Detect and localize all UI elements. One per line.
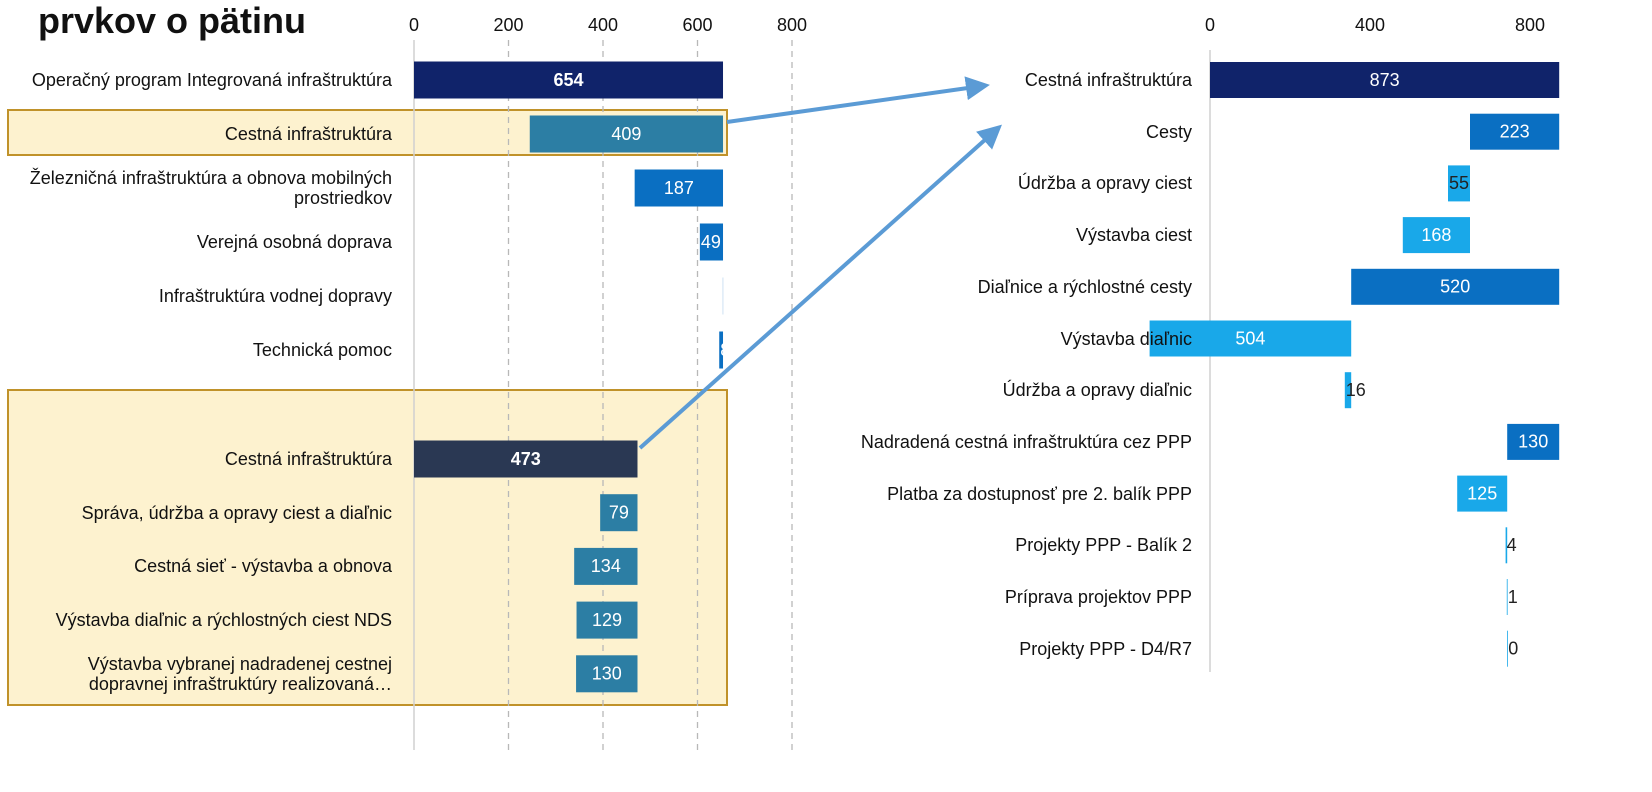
value-label: 0 [1508,638,1518,658]
bar [722,277,724,315]
category-label: Technická pomoc [252,340,392,360]
bar [600,494,638,532]
category-label: Projekty PPP - Balík 2 [1015,535,1192,556]
arrow [638,124,1002,450]
bar [576,655,638,693]
category-label: Výstavba ciest [1075,225,1192,246]
bar [1457,475,1508,512]
value-label: 49 [701,232,721,252]
x-tick-label: 400 [588,15,618,35]
bar [1344,372,1352,409]
value-label: 130 [592,664,622,684]
bar [414,61,724,99]
category-label: Platba za dostupnosť pre 2. balík PPP [887,483,1192,504]
bar [1470,113,1560,150]
category-label: Verejná osobná doprava [196,232,392,252]
value-label: 8 [720,340,730,360]
x-tick-label: 0 [1205,15,1215,35]
category-label: Cestná sieť - výstavba a obnova [134,556,392,577]
bar [1402,217,1470,254]
x-tick-label: 800 [777,15,807,35]
value-label: 1 [724,286,734,306]
category-label: Výstavba diaľnic [1060,328,1192,349]
category-label: Cestná infraštruktúra [1024,70,1192,90]
bar [1505,527,1508,564]
value-label: 654 [553,70,583,90]
value-label: 129 [592,610,622,630]
bar [634,169,724,207]
bar [414,440,638,478]
bar [719,331,724,369]
bar [1507,423,1560,460]
value-label: 223 [1500,121,1530,141]
bar [574,547,638,585]
value-label: 125 [1467,483,1497,503]
category-label: Železničná infraštruktúra a obnova mobil… [29,168,392,208]
value-label: 55 [1449,173,1469,193]
bar [1448,165,1470,202]
category-label: Údržba a opravy ciest [1017,173,1192,194]
category-label: Výstavba vybranej nadradenej cestnej dop… [87,653,392,694]
value-label: 873 [1370,70,1400,90]
category-label: Nadradená cestná infraštruktúra cez PPP [860,431,1192,452]
bar [1149,320,1352,357]
value-label: 168 [1421,225,1451,245]
arrow [726,76,990,124]
value-label: 520 [1440,277,1470,297]
value-label: 130 [1518,432,1548,452]
x-tick-label: 400 [1355,15,1385,35]
value-label: 134 [591,556,621,576]
value-label: 79 [609,502,629,522]
x-tick-label: 600 [682,15,712,35]
category-label: Diaľnice a rýchlostné cesty [977,276,1192,297]
value-label: 1 [1508,587,1518,607]
bar [1351,268,1560,305]
value-label: 504 [1235,328,1265,348]
category-label: Projekty PPP - D4/R7 [1019,638,1192,659]
x-tick-label: 800 [1515,15,1545,35]
bar [576,601,638,639]
bar [1506,579,1508,615]
value-label: 409 [611,124,641,144]
category-label: Operačný program Integrovaná infraštrukt… [31,70,392,90]
category-label: Údržba a opravy diaľnic [1002,380,1192,401]
category-label: Príprava projektov PPP [1004,587,1192,607]
value-label: 187 [664,178,694,198]
category-label: Cestná infraštruktúra [224,449,392,469]
category-label: Výstavba diaľnic a rýchlostných ciest ND… [55,610,392,631]
x-tick-label: 0 [409,15,419,35]
value-label: 16 [1346,380,1366,400]
category-label: Infraštruktúra vodnej dopravy [158,286,392,306]
bar [699,223,724,261]
value-label: 473 [511,449,541,469]
category-label: Správa, údržba a opravy ciest a diaľnic [81,502,392,523]
title: prvkov o pätinu [38,0,307,41]
bar [1507,630,1508,667]
bar [529,115,724,153]
x-tick-label: 200 [493,15,523,35]
category-label: Cestná infraštruktúra [224,124,392,144]
bar [1210,62,1560,98]
value-label: 4 [1507,535,1517,555]
category-label: Cesty [1145,121,1192,142]
